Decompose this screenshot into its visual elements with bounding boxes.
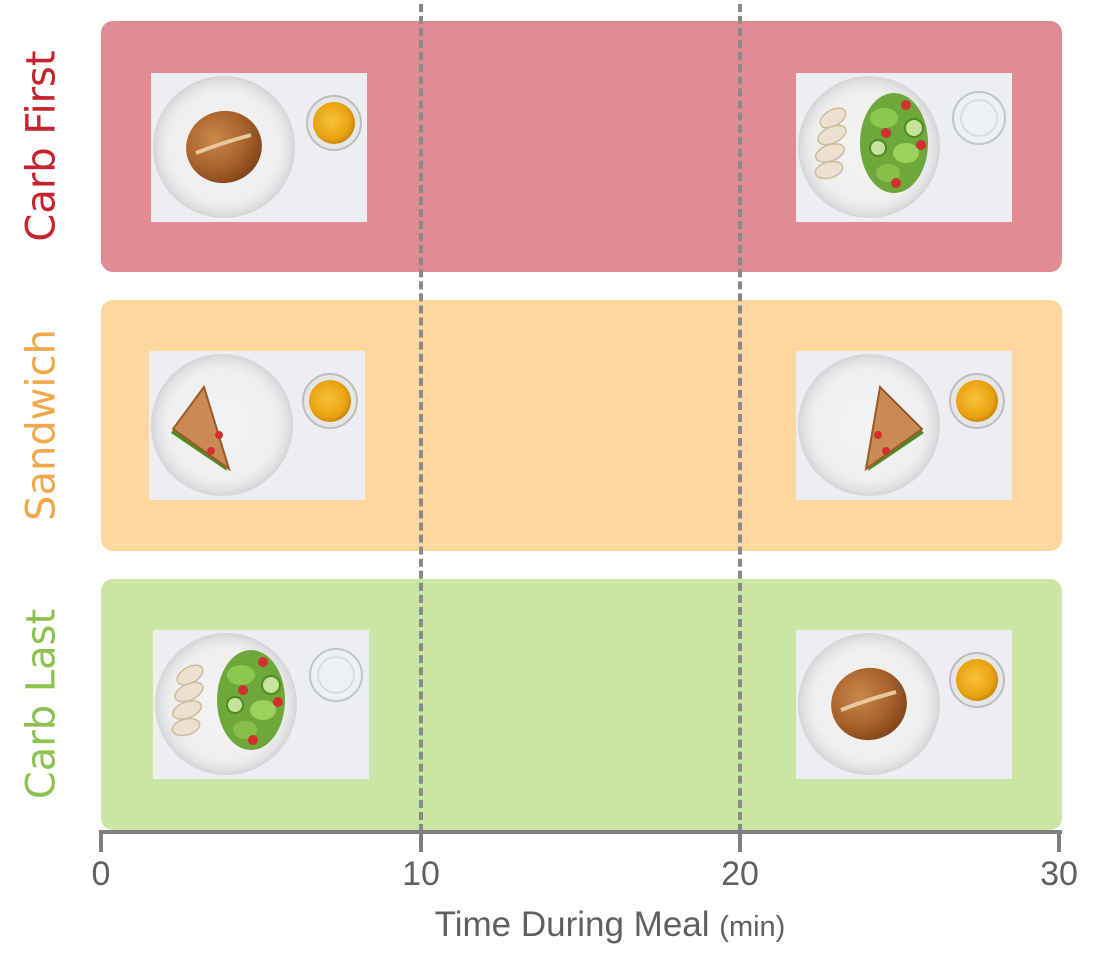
axis-tick-20 xyxy=(738,830,742,852)
chicken-slices-icon xyxy=(171,664,204,737)
guide-line-20-min xyxy=(738,4,742,832)
green-salad-icon xyxy=(217,650,285,750)
carb-first-label: Carb First xyxy=(18,50,65,242)
green-salad-icon xyxy=(860,93,928,193)
bread-roll-icon xyxy=(831,667,907,741)
axis-tick-label-10: 10 xyxy=(402,855,440,893)
carb-first-first-course-photo xyxy=(151,73,367,222)
sandwich-icon xyxy=(864,384,924,472)
chicken-slices-icon xyxy=(814,107,847,180)
time-axis-line xyxy=(101,830,1062,834)
carb-first-second-course-photo xyxy=(796,73,1012,222)
plate-icon xyxy=(151,354,293,496)
axis-tick-0 xyxy=(99,830,103,852)
plate-icon xyxy=(798,354,940,496)
carb-last-first-course-photo xyxy=(153,630,369,779)
axis-tick-label-30: 30 xyxy=(1040,855,1078,893)
carb-last-second-course-photo xyxy=(796,630,1012,779)
sandwich-icon xyxy=(171,384,231,472)
sandwich-first-course-photo xyxy=(149,351,365,500)
axis-title: Time During Meal (min) xyxy=(380,905,840,945)
axis-title-text: Time During Meal xyxy=(434,905,710,944)
axis-tick-label-0: 0 xyxy=(91,855,111,893)
axis-tick-label-20: 20 xyxy=(721,855,759,893)
carb-last-label: Carb Last xyxy=(18,608,65,800)
axis-tick-30 xyxy=(1057,830,1061,852)
axis-tick-10 xyxy=(419,830,423,852)
axis-title-unit: (min) xyxy=(719,911,786,943)
sandwich-second-course-photo xyxy=(796,351,1012,500)
sandwich-label: Sandwich xyxy=(18,329,65,521)
bread-roll-icon xyxy=(186,110,262,184)
guide-line-10-min xyxy=(419,4,423,832)
